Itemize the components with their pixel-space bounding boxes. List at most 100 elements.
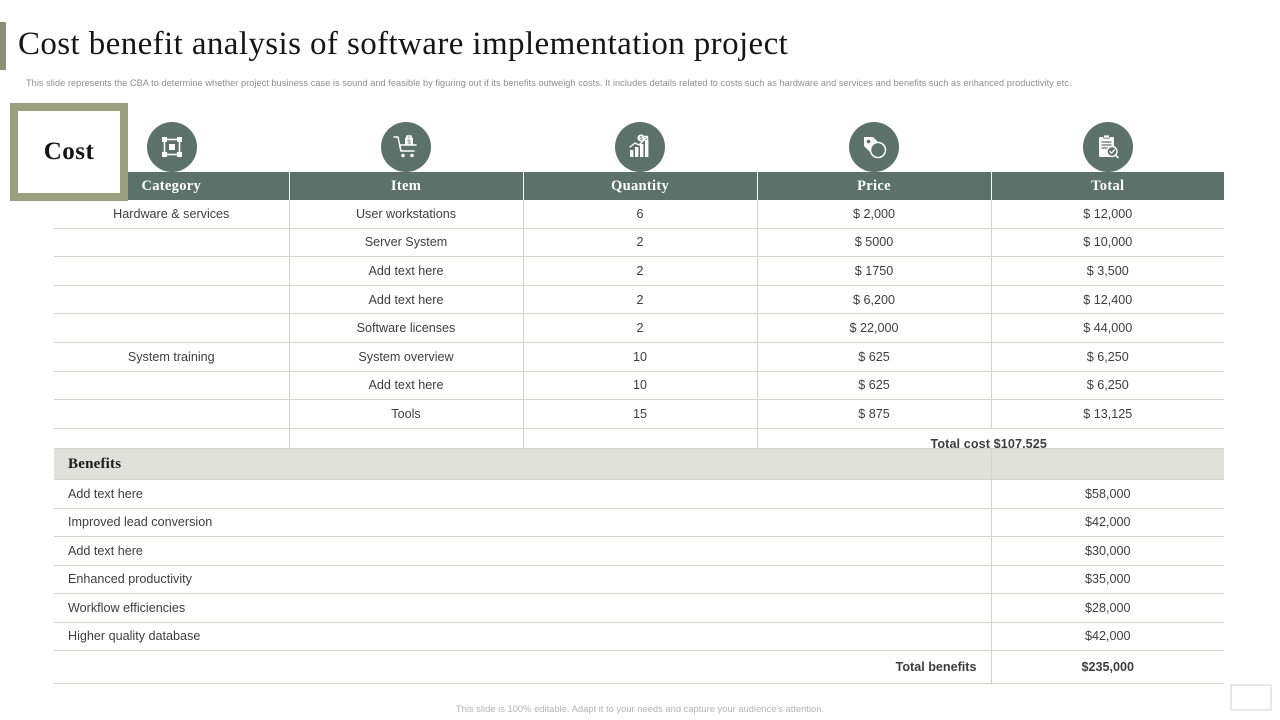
benefit-value: $35,000 bbox=[991, 565, 1224, 594]
icon-cell-quantity: $ bbox=[523, 118, 757, 176]
cell-category bbox=[54, 313, 290, 343]
page-header: Cost benefit analysis of software implem… bbox=[0, 22, 788, 70]
cell-price: $ 625 bbox=[757, 371, 992, 401]
cell-quantity: 6 bbox=[523, 200, 758, 229]
list-item: Higher quality database $42,000 bbox=[54, 622, 1224, 651]
cell-item: Tools bbox=[289, 399, 524, 429]
growth-bar-chart-icon: $ bbox=[615, 122, 665, 172]
benefit-value: $42,000 bbox=[991, 508, 1224, 537]
title-accent-bar bbox=[0, 22, 6, 70]
cell-category bbox=[54, 228, 290, 258]
cost-table: Category Item Quantity Price Total Hardw… bbox=[54, 172, 1224, 460]
benefit-label: Improved lead conversion bbox=[54, 508, 992, 537]
list-item: Improved lead conversion $42,000 bbox=[54, 508, 1224, 537]
cell-category bbox=[54, 371, 290, 401]
cell-total: $ 6,250 bbox=[991, 371, 1224, 401]
cost-badge: Cost bbox=[10, 103, 128, 201]
price-tag-click-icon bbox=[849, 122, 899, 172]
cell-total: $ 12,000 bbox=[991, 200, 1224, 229]
table-row: Add text here 10 $ 625 $ 6,250 bbox=[54, 371, 1224, 401]
cell-price: $ 5000 bbox=[757, 228, 992, 258]
cell-item: Server System bbox=[289, 228, 524, 258]
cell-price: $ 2,000 bbox=[757, 200, 992, 229]
cell-total: $ 44,000 bbox=[991, 313, 1224, 343]
table-row: Hardware & services User workstations 6 $ 2… bbox=[54, 200, 1224, 229]
icon-cell-total bbox=[991, 118, 1224, 176]
benefit-value: $42,000 bbox=[991, 622, 1224, 651]
column-header-total[interactable]: Total bbox=[991, 172, 1224, 200]
svg-text:$: $ bbox=[407, 140, 411, 146]
footer-note: This slide is 100% editable. Adapt it to… bbox=[455, 703, 825, 714]
cell-price: $ 875 bbox=[757, 399, 992, 429]
cost-badge-inner: Cost bbox=[18, 111, 120, 193]
cell-item: Add text here bbox=[289, 371, 524, 401]
cell-total: $ 3,500 bbox=[991, 256, 1224, 286]
cell-item: User workstations bbox=[289, 200, 524, 229]
table-row: Server System 2 $ 5000 $ 10,000 bbox=[54, 228, 1224, 258]
network-nodes-icon bbox=[146, 122, 197, 172]
benefit-value: $58,000 bbox=[991, 479, 1224, 509]
cell-category bbox=[54, 256, 290, 286]
table-row: System training System overview 10 $ 625 $ 6… bbox=[54, 342, 1224, 372]
benefits-section-label: Benefits bbox=[54, 448, 992, 480]
icon-cell-item: $ bbox=[289, 118, 523, 176]
total-cost-amount: $107,525 bbox=[993, 436, 1047, 451]
table-row: Software licenses 2 $ 22,000 $ 44,000 bbox=[54, 313, 1224, 343]
cell-total: $ 12,400 bbox=[991, 285, 1224, 315]
cell-price: $ 6,200 bbox=[757, 285, 992, 315]
cell-category bbox=[54, 399, 290, 429]
cell-item: System overview bbox=[289, 342, 524, 372]
table-row: Tools 15 $ 875 $ 13,125 bbox=[54, 399, 1224, 429]
list-item: Add text here $30,000 bbox=[54, 536, 1224, 566]
cost-badge-label: Cost bbox=[43, 138, 95, 165]
cell-category: Hardware & services bbox=[54, 200, 290, 229]
cost-table-header-row: Category Item Quantity Price Total bbox=[54, 172, 1224, 200]
list-item: Add text here $58,000 bbox=[54, 479, 1224, 509]
clipboard-check-search-icon bbox=[1082, 122, 1133, 172]
total-benefits-row: Total benefits $235,000 bbox=[54, 650, 1224, 684]
cell-item: Add text here bbox=[289, 285, 524, 315]
table-row: Add text here 2 $ 1750 $ 3,500 bbox=[54, 256, 1224, 286]
cell-total: $ 13,125 bbox=[991, 399, 1224, 429]
cell-price: $ 1750 bbox=[757, 256, 992, 286]
benefit-label: Enhanced productivity bbox=[54, 565, 992, 594]
page-subtitle: This slide represents the CBA to determi… bbox=[26, 78, 1072, 88]
cell-quantity: 10 bbox=[523, 371, 758, 401]
cell-quantity: 2 bbox=[523, 313, 758, 343]
column-header-price[interactable]: Price bbox=[757, 172, 992, 200]
shopping-cart-money-icon: $ bbox=[381, 122, 431, 172]
cell-category: System training bbox=[54, 342, 290, 372]
cell-total: $ 6,250 bbox=[991, 342, 1224, 372]
icon-cell-price bbox=[757, 118, 991, 176]
cell-category bbox=[54, 285, 290, 315]
benefits-table: Benefits Add text here $58,000 Improved le… bbox=[54, 448, 1224, 684]
cell-price: $ 22,000 bbox=[757, 313, 992, 343]
total-benefits-value: $235,000 bbox=[991, 650, 1224, 684]
benefit-label: Add text here bbox=[54, 536, 992, 566]
table-row: Add text here 2 $ 6,200 $ 12,400 bbox=[54, 285, 1224, 315]
benefit-label: Workflow efficiencies bbox=[54, 593, 992, 623]
cell-quantity: 15 bbox=[523, 399, 758, 429]
cell-item: Software licenses bbox=[289, 313, 524, 343]
benefit-label: Add text here bbox=[54, 479, 992, 509]
total-benefits-label: Total benefits bbox=[54, 650, 992, 684]
cell-total: $ 10,000 bbox=[991, 228, 1224, 258]
column-header-item[interactable]: Item bbox=[289, 172, 524, 200]
cell-item: Add text here bbox=[289, 256, 524, 286]
benefits-header-row: Benefits bbox=[54, 448, 1224, 480]
benefit-value: $28,000 bbox=[991, 593, 1224, 623]
column-header-quantity[interactable]: Quantity bbox=[523, 172, 758, 200]
benefits-header-value-cell bbox=[991, 448, 1224, 480]
svg-text:$: $ bbox=[639, 136, 642, 142]
list-item: Workflow efficiencies $28,000 bbox=[54, 593, 1224, 623]
page-title: Cost benefit analysis of software implem… bbox=[18, 26, 789, 62]
column-icon-strip: $ $ bbox=[54, 118, 1224, 176]
benefit-label: Higher quality database bbox=[54, 622, 992, 651]
total-cost-label: Total cost bbox=[930, 436, 991, 451]
list-item: Enhanced productivity $35,000 bbox=[54, 565, 1224, 594]
cell-quantity: 2 bbox=[523, 285, 758, 315]
cell-quantity: 2 bbox=[523, 256, 758, 286]
corner-placeholder-box bbox=[1230, 684, 1272, 711]
benefit-value: $30,000 bbox=[991, 536, 1224, 566]
cell-quantity: 10 bbox=[523, 342, 758, 372]
